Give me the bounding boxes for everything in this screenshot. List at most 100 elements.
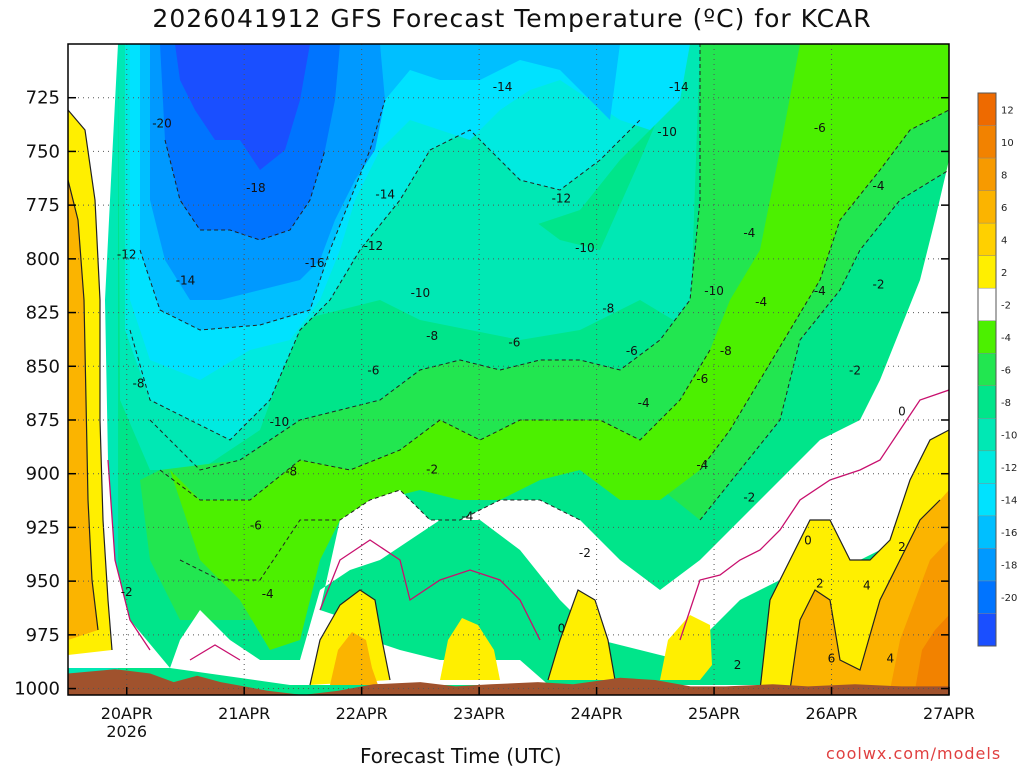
contour-label: 4 [886,652,894,666]
colorbar-label: -16 [1001,528,1017,539]
contour-label: -8 [426,329,438,343]
y-tick-label: 800 [26,249,60,270]
y-tick-label: 825 [26,303,60,324]
dashed-contours [129,44,949,581]
x-tick-label: 25APR [688,704,740,723]
colorbar-label: 10 [1001,138,1014,149]
contour-label: -18 [246,181,266,195]
blob-23apr [440,618,500,680]
contour-label: 2 [734,658,742,672]
contour-label: -6 [367,364,379,378]
x-tick-label: 23APR [453,704,505,723]
y-tick-label: 775 [26,195,60,216]
contour-label: -10 [411,286,431,300]
credit-text: coolwx.com/models [826,744,1002,763]
colorbar-label: 4 [1001,235,1007,246]
y-tick-label: 900 [26,464,60,485]
colorbar-label: -12 [1001,463,1017,474]
contour-label: -20 [152,117,172,131]
contour-label: -4 [696,458,708,472]
contour-label: -16 [305,256,325,270]
colorbar-bin [978,548,996,582]
y-tick-label: 725 [26,88,60,109]
colorbar-bin [978,418,996,452]
colorbar-bin [978,613,996,647]
x-tick-label: 20APR [101,704,153,723]
contour-label: 0 [804,533,812,547]
contour-label: 2 [816,576,824,590]
colorbar-label: -10 [1001,431,1017,442]
blob-24apr [548,590,615,680]
colorbar-label: -18 [1001,561,1017,572]
colorbar-bin [978,158,996,192]
colorbar-label: 12 [1001,105,1014,116]
colorbar-label: -2 [1001,300,1011,311]
contour-label: -6 [250,518,262,532]
y-axis: 725 750 775 800 825 850 875 900 925 950 975 1000 [14,88,949,700]
colorbar-bin [978,515,996,549]
contour-label-layer: -20-16-14-14 -14-14-18-12-12-12-10-10-10-… [117,80,906,672]
y-tick-label: 850 [26,356,60,377]
contour-label: 0 [898,404,906,418]
colorbar-bin [978,483,996,517]
contour-label: -14 [669,80,689,94]
contour-label: 6 [828,652,836,666]
x-tick-label: 22APR [336,704,388,723]
colorbar-bin [978,580,996,614]
contour-label: -4 [638,396,650,410]
contour-label: -2 [849,364,861,378]
x-tick-label: 21APR [218,704,270,723]
gridlines [68,44,949,695]
contour-label: -14 [375,187,395,201]
colorbar-bin [978,450,996,484]
colorbar-bin [978,93,996,127]
contour-label: -12 [552,192,572,206]
colorbar-bin [978,125,996,159]
colorbar-label: -4 [1001,333,1011,344]
band-m22 [175,44,310,170]
freezing-contours [107,389,949,661]
contour-label: -14 [176,273,196,287]
solid-contours [68,109,949,691]
contour-label: -2 [121,585,133,599]
colorbar-bin [978,223,996,257]
contour-label: -4 [461,510,473,524]
contour-label: 0 [558,621,566,635]
contour-label: -4 [755,295,767,309]
contour-label: -8 [602,301,614,315]
colorbar-frame [977,92,997,647]
band-left-orange [68,180,98,640]
y-tick-label: 950 [26,571,60,592]
plot-frame [67,43,950,696]
colorbar-label: -14 [1001,496,1017,507]
colorbar-bin [978,320,996,354]
x-tick-label: 27APR [923,704,975,723]
contour-label: -8 [285,465,297,479]
contour-label: -4 [873,179,885,193]
contour-label: -10 [657,125,677,139]
colorbar-label: 8 [1001,170,1007,181]
contour-label: -12 [364,239,384,253]
band-zero [170,160,949,695]
contour-label: -6 [696,372,708,386]
contour-label: -10 [575,241,595,255]
contour-label: 4 [863,578,871,592]
contour-label: -4 [262,587,274,601]
contour-label: -6 [508,336,520,350]
contour-label: -2 [873,278,885,292]
blob-25apr [660,615,712,680]
contour-label: -4 [743,226,755,240]
y-tick-label: 875 [26,410,60,431]
y-tick-label: 750 [26,141,60,162]
colorbar: 12 10 8 6 4 2 -2 -4 -6 -8 -10 -12 -14 -16 -18 -20 [977,92,1017,647]
y-tick-label: 925 [26,517,60,538]
contour-label: -12 [117,248,137,262]
x-tick-label: 26APR [805,704,857,723]
colorbar-label: 6 [1001,203,1007,214]
contour-label: -6 [626,344,638,358]
colorbar-label: -20 [1001,593,1017,604]
contour-label: -10 [704,284,724,298]
y-tick-label: 975 [26,625,60,646]
